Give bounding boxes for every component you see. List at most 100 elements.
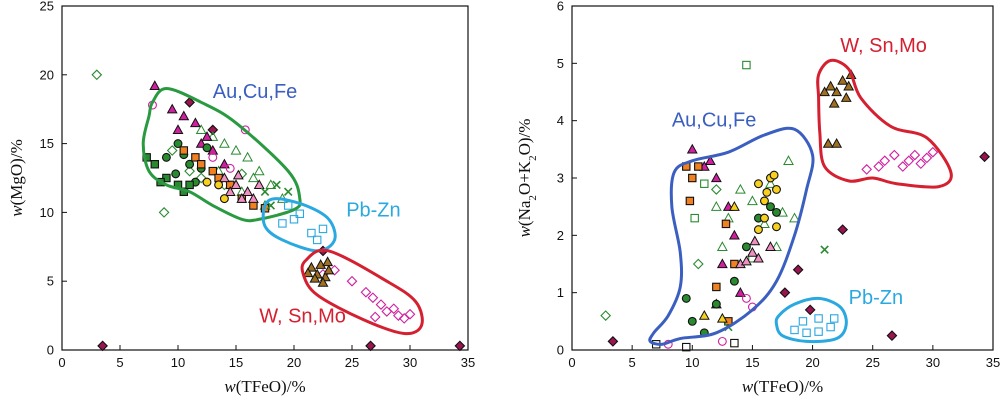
data-point xyxy=(289,215,299,224)
series-square-open-11 xyxy=(790,314,839,338)
series-triangle-filled-3 xyxy=(819,69,857,148)
y-tick-label: 6 xyxy=(557,0,564,14)
series-circle-filled-9 xyxy=(753,170,781,235)
data-point xyxy=(360,286,372,298)
y-tick-label: 0 xyxy=(557,343,564,358)
data-point xyxy=(979,151,990,163)
data-point xyxy=(746,195,758,206)
series-square-filled-7 xyxy=(682,162,739,326)
plot-frame xyxy=(61,5,469,351)
field-boundary-2 xyxy=(300,248,424,336)
data-point xyxy=(711,299,721,309)
data-point xyxy=(710,184,722,195)
data-point xyxy=(232,169,244,180)
series-circle-filled-8 xyxy=(681,202,781,338)
data-point xyxy=(247,193,259,203)
data-point xyxy=(837,74,849,85)
data-point xyxy=(903,155,915,167)
data-point xyxy=(819,86,831,97)
field-label-2: W, Sn,Mo xyxy=(259,305,346,327)
data-point xyxy=(272,180,281,190)
data-point xyxy=(307,228,316,238)
data-point xyxy=(771,241,782,251)
field-label-2: W, Sn,Mo xyxy=(840,35,927,57)
data-point xyxy=(253,179,265,190)
data-point xyxy=(253,165,265,176)
data-point xyxy=(888,149,900,161)
data-point xyxy=(828,97,840,108)
data-point xyxy=(687,316,697,326)
data-point xyxy=(897,161,909,172)
data-point xyxy=(309,272,321,283)
data-point xyxy=(166,145,178,156)
x-tick-label: 30 xyxy=(926,355,940,370)
data-point xyxy=(734,183,746,194)
data-point xyxy=(730,338,739,348)
x-tick-label: 0 xyxy=(58,355,65,370)
x-tick-label: 25 xyxy=(345,355,359,370)
data-point xyxy=(283,187,293,197)
data-point xyxy=(765,241,776,251)
data-point xyxy=(690,213,699,223)
data-point xyxy=(185,159,195,169)
data-point xyxy=(218,137,230,148)
data-point xyxy=(219,194,229,204)
x-tick-label: 25 xyxy=(865,355,879,370)
data-point xyxy=(247,172,259,183)
data-point xyxy=(802,328,811,338)
data-point xyxy=(240,125,250,135)
data-point xyxy=(184,96,195,108)
data-point xyxy=(831,137,843,148)
series-square-open-5 xyxy=(690,60,757,263)
series-circle-open-6 xyxy=(148,100,250,173)
data-point xyxy=(692,258,704,270)
series-circle-filled-13 xyxy=(202,177,229,204)
y-tick-label: 20 xyxy=(40,67,54,82)
data-point xyxy=(260,187,270,197)
data-point xyxy=(837,224,849,235)
y-tick-label: 15 xyxy=(40,136,54,151)
data-point xyxy=(804,304,816,316)
data-point xyxy=(242,151,254,162)
data-point xyxy=(218,172,230,183)
data-point xyxy=(765,178,776,188)
data-point xyxy=(783,155,794,165)
data-point xyxy=(682,342,691,352)
field-label-0: Au,Cu,Fe xyxy=(672,109,756,131)
data-point xyxy=(814,327,823,336)
data-point xyxy=(700,179,709,188)
data-point xyxy=(214,180,224,190)
field-boundary-2 xyxy=(816,58,953,189)
data-point xyxy=(843,80,855,91)
y-tick-label: 5 xyxy=(47,274,54,289)
data-point xyxy=(829,314,839,323)
data-point xyxy=(249,201,258,210)
data-point xyxy=(225,163,235,173)
y-tick-label: 25 xyxy=(40,0,54,14)
series-diamond-filled-0 xyxy=(607,151,990,347)
data-point xyxy=(283,201,293,210)
data-point xyxy=(191,153,200,162)
data-point xyxy=(607,336,619,347)
data-point xyxy=(166,103,178,114)
data-point xyxy=(840,92,852,102)
y-axis-title: w(Na2O+K2O)/% xyxy=(515,119,539,238)
data-point xyxy=(685,196,695,206)
data-point xyxy=(189,117,201,128)
data-point xyxy=(814,314,823,323)
series-square-open-10 xyxy=(278,201,328,245)
x-tick-label: 10 xyxy=(685,355,699,370)
field-boundary-1 xyxy=(774,296,848,344)
data-point xyxy=(909,149,921,161)
data-point xyxy=(753,179,763,189)
x-axis-title: w(TFeO)/% xyxy=(224,377,305,396)
data-point xyxy=(752,252,764,263)
y-tick-label: 4 xyxy=(557,113,564,128)
data-point xyxy=(762,187,772,197)
data-point xyxy=(729,276,739,286)
data-point xyxy=(388,303,400,315)
data-point xyxy=(779,287,791,299)
data-point xyxy=(150,160,160,169)
data-point xyxy=(873,161,885,172)
